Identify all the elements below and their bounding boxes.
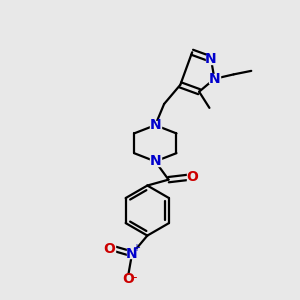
- Text: O: O: [186, 170, 198, 184]
- Text: -: -: [133, 271, 137, 284]
- Bar: [123, 275, 134, 284]
- Bar: [187, 173, 197, 182]
- Text: O: O: [122, 272, 134, 286]
- Bar: [150, 121, 160, 130]
- Text: N: N: [208, 72, 220, 86]
- Text: N: N: [149, 118, 161, 132]
- Text: O: O: [103, 242, 115, 256]
- Bar: [206, 55, 216, 64]
- Text: N: N: [205, 52, 217, 66]
- Bar: [127, 249, 137, 258]
- Text: N: N: [126, 247, 138, 261]
- Text: +: +: [132, 243, 140, 253]
- Text: N: N: [149, 154, 161, 168]
- Bar: [103, 244, 115, 253]
- Bar: [209, 74, 220, 83]
- Bar: [150, 157, 160, 166]
